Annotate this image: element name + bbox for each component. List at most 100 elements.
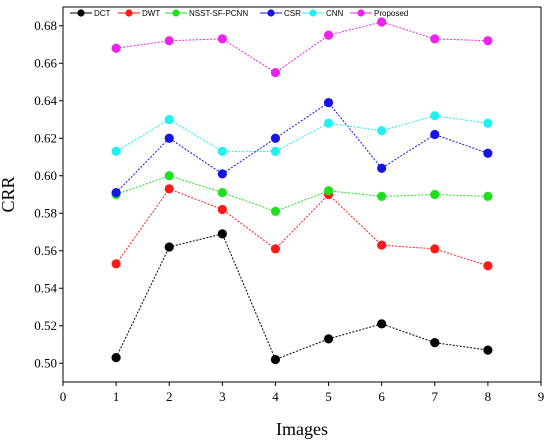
data-point — [430, 129, 440, 140]
x-tick-label: 6 — [378, 389, 385, 404]
legend-marker — [357, 9, 365, 17]
y-tick-label: 0.56 — [34, 243, 57, 258]
data-point — [377, 163, 387, 173]
series-cnn — [111, 111, 493, 156]
data-point — [377, 126, 387, 136]
data-point — [483, 36, 493, 46]
data-point — [164, 133, 174, 143]
y-tick-label: 0.52 — [34, 318, 57, 333]
data-point — [164, 184, 174, 194]
x-tick-label: 9 — [538, 389, 545, 404]
legend-marker — [172, 9, 180, 17]
data-point — [270, 354, 281, 365]
data-point — [270, 206, 281, 216]
data-point — [323, 186, 334, 196]
data-point — [323, 30, 334, 40]
x-tick-label: 5 — [325, 389, 332, 404]
data-point — [323, 334, 334, 344]
series-line — [115, 115, 488, 152]
series-csr — [111, 98, 493, 198]
y-tick-label: 0.50 — [34, 355, 57, 370]
data-point — [483, 191, 493, 201]
y-tick-label: 0.54 — [34, 280, 57, 295]
data-point — [270, 133, 281, 143]
y-tick-label: 0.58 — [34, 205, 57, 220]
legend-entry: CSR — [260, 9, 301, 18]
data-point — [377, 240, 387, 250]
series-nsst-sf-pcnn — [111, 171, 493, 216]
y-axis-title: CRR — [0, 176, 18, 212]
legend-entry: CNN — [302, 9, 344, 18]
data-point — [483, 148, 493, 158]
data-point — [483, 261, 493, 271]
x-tick-label: 7 — [432, 389, 439, 404]
y-tick-label: 0.60 — [34, 168, 57, 183]
legend-marker — [309, 9, 317, 17]
data-point — [430, 34, 440, 44]
data-point — [217, 146, 227, 156]
legend-entry: DWT — [118, 9, 160, 18]
data-point — [270, 68, 281, 78]
legend-marker — [77, 9, 85, 17]
legend-marker — [125, 9, 133, 17]
series-line — [115, 188, 489, 267]
x-tick-label: 4 — [272, 389, 279, 404]
series-layer — [111, 17, 493, 365]
data-point — [111, 188, 121, 198]
data-point — [217, 169, 227, 179]
legend-label: DWT — [142, 9, 160, 18]
data-point — [164, 171, 174, 181]
legend-label: CSR — [284, 9, 301, 18]
data-point — [430, 244, 440, 254]
data-point — [164, 242, 174, 252]
legend-label: NSST-SF-PCNN — [189, 9, 248, 18]
data-point — [377, 17, 387, 27]
legend-label: DCT — [94, 9, 111, 18]
series-line — [115, 175, 488, 212]
data-point — [111, 43, 121, 53]
y-axis: 0.50 0.52 0.54 0.56 0.58 0.60 0.62 0.64 0.66 0.68 — [34, 18, 63, 370]
y-tick-label: 0.64 — [34, 93, 57, 108]
data-point — [483, 118, 493, 128]
data-point — [430, 111, 440, 121]
x-tick-label: 3 — [219, 389, 226, 404]
x-axis: 0 1 2 3 4 5 6 7 8 9 — [60, 382, 545, 404]
data-point — [164, 36, 174, 46]
series-dct — [111, 229, 493, 365]
x-axis-title: Images — [276, 419, 328, 439]
data-point — [270, 146, 281, 156]
data-point — [217, 188, 227, 198]
data-point — [164, 114, 174, 125]
legend-entry: NSST-SF-PCNN — [165, 9, 248, 18]
data-point — [377, 319, 387, 329]
y-tick-label: 0.68 — [34, 18, 57, 33]
data-point — [217, 204, 227, 215]
plot-frame — [62, 6, 542, 383]
legend-marker — [267, 9, 275, 17]
data-point — [483, 345, 493, 355]
data-point — [111, 146, 121, 156]
legend-label: Proposed — [374, 9, 408, 18]
series-line — [115, 101, 489, 193]
legend-label: CNN — [326, 9, 344, 18]
data-point — [377, 191, 387, 201]
data-point — [111, 259, 121, 269]
data-point — [270, 244, 281, 254]
legend: DCT DWT NSST-SF-PCNN CSR CNN Proposed — [70, 9, 408, 18]
data-point — [430, 189, 440, 200]
y-tick-label: 0.62 — [34, 130, 57, 145]
y-tick-label: 0.66 — [34, 55, 57, 70]
series-line — [115, 233, 488, 361]
x-tick-label: 8 — [485, 389, 492, 404]
data-point — [430, 338, 440, 348]
data-point — [323, 118, 334, 128]
series-proposed — [111, 17, 493, 78]
data-point — [111, 353, 121, 363]
legend-entry: DCT — [70, 9, 111, 18]
x-tick-label: 2 — [166, 389, 173, 404]
legend-entry: Proposed — [350, 9, 408, 18]
data-point — [323, 98, 334, 108]
x-tick-label: 0 — [60, 389, 67, 404]
data-point — [217, 229, 227, 239]
